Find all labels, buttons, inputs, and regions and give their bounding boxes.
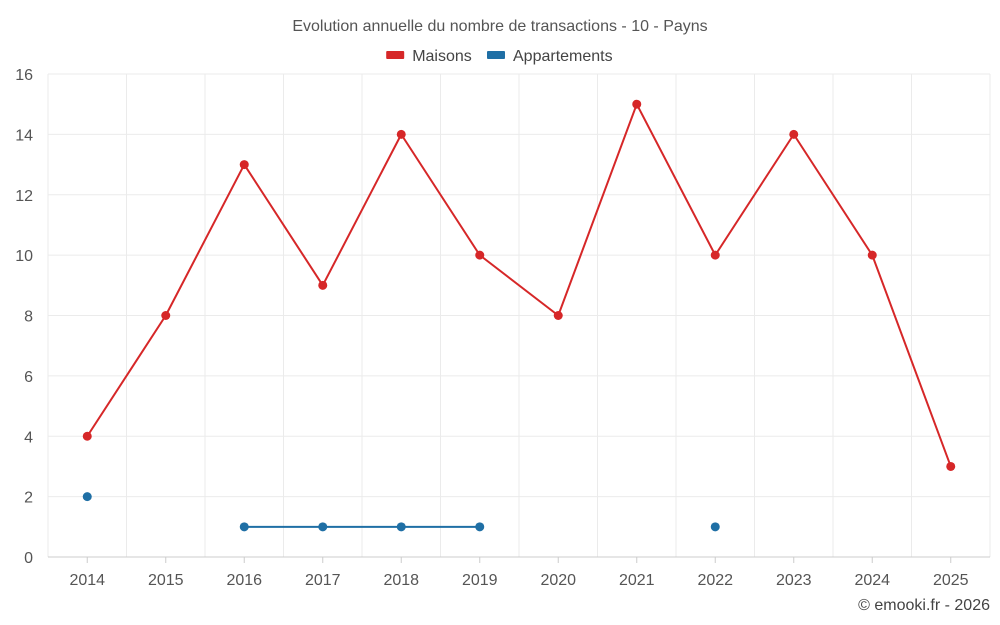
data-point-maisons-2017[interactable] [318,280,328,290]
legend-item-maisons[interactable]: Maisons [386,48,472,65]
x-tick-label: 2020 [540,572,576,589]
legend-label-appartements: Appartements [513,48,613,65]
data-point-maisons-2018[interactable] [396,129,406,139]
data-point-appartements-2019[interactable] [475,522,485,532]
x-tick-label: 2021 [619,572,655,589]
data-point-appartements-2014[interactable] [82,492,92,502]
series-layer [82,99,956,532]
series-line-maisons [86,103,952,467]
data-point-maisons-2021[interactable] [632,99,642,109]
data-point-maisons-2020[interactable] [553,311,563,320]
x-tick-label: 2022 [697,572,733,589]
data-point-appartements-2017[interactable] [318,522,328,532]
x-tick-label: 2025 [933,572,969,589]
x-tick-label: 2015 [148,572,184,589]
grid [47,73,991,557]
y-tick-label: 12 [15,188,33,205]
data-point-maisons-2022[interactable] [710,250,720,260]
data-point-maisons-2014[interactable] [82,431,92,441]
x-tick-label: 2018 [383,572,419,589]
series-appartements [82,492,720,532]
data-point-maisons-2024[interactable] [867,250,877,260]
x-tick-label: 2017 [305,572,341,589]
y-tick-label: 6 [24,369,33,386]
legend-swatch-appartements [487,51,505,59]
y-tick-label: 0 [24,550,33,567]
y-tick-label: 2 [24,490,33,507]
axes: 0 2 4 6 8 10 12 14 16 2014 2015 2016 2017 2018 2019 202… [15,67,990,589]
chart-title: Evolution annuelle du nombre de transact… [292,18,707,35]
y-tick-label: 14 [15,127,33,144]
y-tick-label: 16 [15,67,33,84]
data-point-appartements-2016[interactable] [239,522,249,532]
legend-item-appartements[interactable]: Appartements [487,48,613,65]
x-tick-label: 2014 [69,572,105,589]
data-point-maisons-2016[interactable] [239,160,249,170]
legend-swatch-maisons [386,51,405,59]
x-tick-label: 2016 [226,572,262,589]
data-point-maisons-2015[interactable] [161,311,171,320]
data-point-maisons-2019[interactable] [475,250,485,260]
data-point-maisons-2023[interactable] [789,129,799,139]
legend-label-maisons: Maisons [412,48,472,65]
series-maisons [82,99,956,471]
x-tick-label: 2024 [854,572,890,589]
credit-text: © emooki.fr - 2026 [858,597,990,614]
data-point-maisons-2025[interactable] [946,461,956,471]
data-point-appartements-2018[interactable] [396,522,406,532]
data-point-appartements-2022[interactable] [710,522,720,532]
y-tick-label: 4 [24,429,33,446]
x-tick-label: 2023 [776,572,812,589]
x-tick-label: 2019 [462,572,498,589]
y-tick-label: 8 [24,309,33,326]
y-tick-label: 10 [15,248,33,265]
legend: Maisons Appartements [386,48,613,65]
